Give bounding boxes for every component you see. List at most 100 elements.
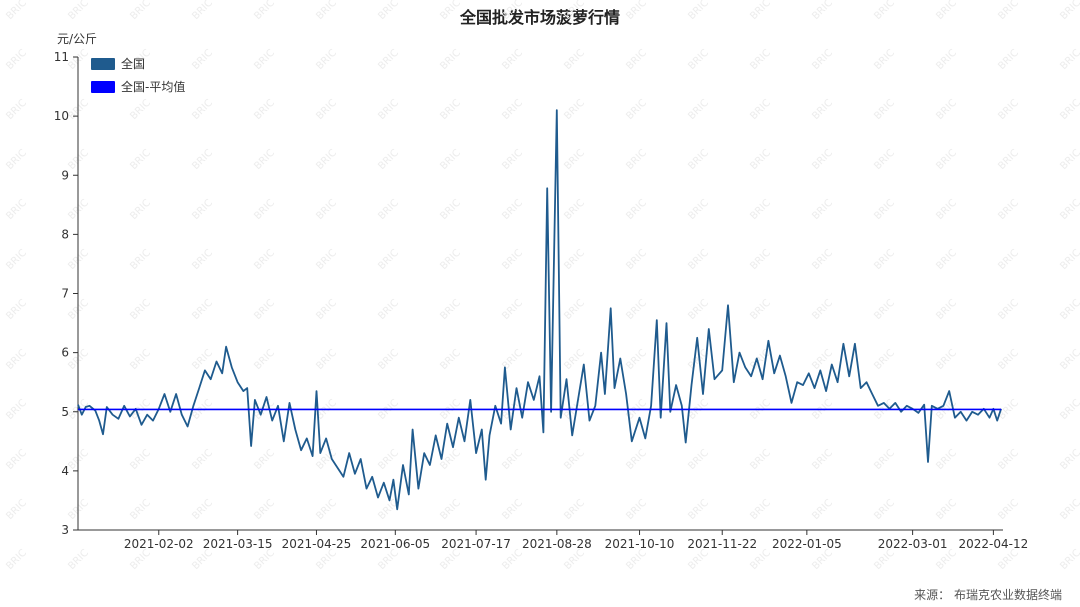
watermark-text: BRIC — [438, 248, 463, 273]
watermark-text: BRIC — [748, 98, 773, 123]
watermark-text: BRIC — [996, 248, 1021, 273]
y-tick-label: 9 — [61, 168, 69, 182]
watermark-text: BRIC — [934, 48, 959, 73]
watermark-text: BRIC — [376, 248, 401, 273]
watermark-text: BRIC — [190, 298, 215, 323]
watermark-text: BRIC — [748, 298, 773, 323]
watermark-text: BRIC — [500, 548, 525, 573]
watermark-text: BRIC — [810, 48, 835, 73]
watermark-text: BRIC — [66, 548, 91, 573]
watermark-text: BRIC — [624, 548, 649, 573]
watermark-text: BRIC — [748, 198, 773, 223]
watermark-text: BRIC — [252, 48, 277, 73]
legend-swatch — [91, 81, 115, 93]
watermark-text: BRIC — [66, 448, 91, 473]
watermark-text: BRIC — [500, 0, 525, 22]
watermark-text: BRIC — [562, 148, 587, 173]
watermark-text: BRIC — [376, 348, 401, 373]
x-tick-label: 2022-03-01 — [878, 537, 948, 551]
x-tick-label: 2022-04-12 — [959, 537, 1029, 551]
watermark-text: BRIC — [4, 448, 29, 473]
watermark-text: BRIC — [872, 198, 897, 223]
watermark-text: BRIC — [190, 98, 215, 123]
watermark-text: BRIC — [934, 498, 959, 523]
x-tick-label: 2021-04-25 — [282, 537, 352, 551]
watermark-text: BRIC — [624, 298, 649, 323]
watermark-text: BRIC — [562, 298, 587, 323]
watermark-text: BRIC — [66, 298, 91, 323]
series-line-national — [77, 109, 1002, 511]
watermark-text: BRIC — [996, 0, 1021, 22]
watermark-text: BRIC — [376, 48, 401, 73]
watermark-text: BRIC — [190, 0, 215, 22]
watermark-text: BRIC — [872, 348, 897, 373]
watermark-text: BRIC — [748, 448, 773, 473]
watermark-text: BRIC — [872, 298, 897, 323]
watermark-text: BRIC — [872, 248, 897, 273]
x-tick-label: 2021-10-10 — [605, 537, 675, 551]
watermark-text: BRIC — [4, 48, 29, 73]
watermark-text: BRIC — [872, 448, 897, 473]
watermark-text: BRIC — [810, 0, 835, 22]
watermark-text: BRIC — [438, 148, 463, 173]
watermark-text: BRIC — [934, 98, 959, 123]
watermark-text: BRIC — [934, 198, 959, 223]
watermark-text: BRIC — [686, 298, 711, 323]
y-tick-label: 8 — [61, 227, 69, 241]
watermark-text: BRIC — [934, 548, 959, 573]
watermark-text: BRIC — [314, 298, 339, 323]
watermark-text: BRIC — [190, 148, 215, 173]
legend-label: 全国-平均值 — [121, 79, 185, 94]
watermark-text: BRIC — [624, 48, 649, 73]
watermark-text: BRIC — [314, 548, 339, 573]
watermark-text: BRIC — [438, 298, 463, 323]
watermark-text: BRIC — [686, 248, 711, 273]
watermark-text: BRIC — [810, 248, 835, 273]
watermark-text: BRIC — [500, 198, 525, 223]
watermark-text: BRIC — [1058, 398, 1080, 423]
watermark-text: BRIC — [66, 48, 91, 73]
watermark-text: BRIC — [128, 348, 153, 373]
watermark-text: BRIC — [438, 498, 463, 523]
watermark-text: BRIC — [438, 48, 463, 73]
watermark-text: BRIC — [872, 148, 897, 173]
watermark-text: BRIC — [810, 98, 835, 123]
watermark-text: BRIC — [66, 98, 91, 123]
watermark-text: BRIC — [624, 98, 649, 123]
x-tick-label: 2022-01-05 — [772, 537, 842, 551]
chart-title: 全国批发市场菠萝行情 — [459, 8, 620, 27]
watermark-text: BRIC — [66, 148, 91, 173]
watermark-text: BRIC — [314, 198, 339, 223]
watermark-text: BRIC — [314, 148, 339, 173]
watermark-text: BRIC — [934, 248, 959, 273]
watermark-text: BRIC — [438, 198, 463, 223]
watermark-text: BRIC — [872, 48, 897, 73]
watermark-text: BRIC — [376, 548, 401, 573]
watermark-text: BRIC — [1058, 448, 1080, 473]
watermark-text: BRIC — [252, 548, 277, 573]
watermark-text: BRIC — [748, 348, 773, 373]
y-axis-unit: 元/公斤 — [57, 32, 98, 46]
watermark-text: BRIC — [562, 548, 587, 573]
watermark-text: BRIC — [66, 248, 91, 273]
y-tick-label: 3 — [61, 523, 69, 537]
watermark-text: BRIC — [934, 448, 959, 473]
watermark-text: BRIC — [1058, 248, 1080, 273]
watermark-text: BRIC — [1058, 348, 1080, 373]
watermark-text: BRIC — [66, 348, 91, 373]
y-tick-label: 6 — [61, 346, 69, 360]
watermark-text: BRIC — [4, 348, 29, 373]
watermark-text: BRIC — [810, 548, 835, 573]
watermark-text: BRIC — [810, 148, 835, 173]
watermark-text: BRIC — [996, 298, 1021, 323]
watermark-text: BRIC — [562, 248, 587, 273]
watermark-text: BRIC — [500, 298, 525, 323]
watermark-text: BRIC — [624, 498, 649, 523]
watermark-text: BRIC — [66, 198, 91, 223]
y-tick-label: 4 — [61, 464, 69, 478]
watermark-text: BRIC — [562, 198, 587, 223]
watermark-text: BRIC — [314, 248, 339, 273]
watermark-text: BRIC — [314, 98, 339, 123]
